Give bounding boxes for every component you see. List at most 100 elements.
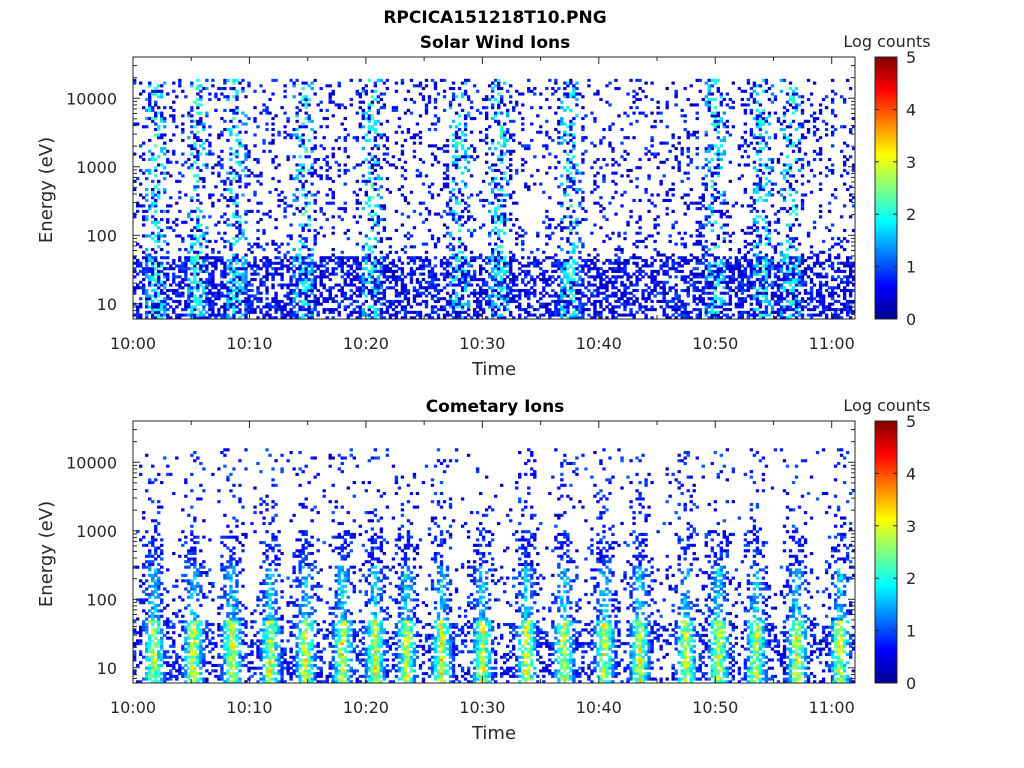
spectrogram-cell bbox=[442, 308, 447, 312]
spectrogram-cell bbox=[554, 89, 558, 93]
spectrogram-cell bbox=[337, 106, 341, 110]
spectrogram-cell bbox=[704, 103, 708, 107]
spectrogram-cell bbox=[704, 95, 708, 99]
spectrogram-cell bbox=[445, 291, 450, 295]
spectrogram-cell bbox=[223, 220, 227, 224]
spectrogram-cell bbox=[494, 272, 498, 276]
spectrogram-cell bbox=[575, 245, 579, 249]
spectrogram-cell bbox=[325, 163, 329, 167]
spectrogram-cell bbox=[379, 269, 384, 273]
spectrogram-cell bbox=[346, 256, 350, 260]
spectrogram-cell bbox=[442, 223, 447, 227]
spectrogram-cell bbox=[169, 297, 173, 301]
spectrogram-cell bbox=[304, 269, 308, 273]
spectrogram-cell bbox=[295, 294, 299, 298]
spectrogram-cell bbox=[719, 166, 723, 170]
spectrogram-cell bbox=[367, 269, 372, 273]
spectrogram-cell bbox=[355, 111, 359, 115]
spectrogram-cell bbox=[346, 264, 350, 268]
spectrogram-cell bbox=[412, 269, 417, 273]
spectrogram-cell bbox=[142, 152, 146, 156]
spectrogram-cell bbox=[596, 253, 600, 257]
spectrogram-cell bbox=[391, 302, 396, 306]
spectrogram-cell bbox=[451, 177, 456, 181]
spectrogram-cell bbox=[581, 171, 585, 175]
spectrogram-cell bbox=[671, 286, 675, 290]
spectrogram-cell bbox=[509, 168, 513, 172]
spectrogram-cell bbox=[466, 305, 471, 309]
spectrogram-cell bbox=[536, 248, 540, 252]
spectrogram-cell bbox=[689, 253, 693, 257]
spectrogram-cell bbox=[593, 256, 597, 260]
spectrogram-cell bbox=[713, 117, 717, 121]
spectrogram-cell bbox=[304, 297, 308, 301]
spectrogram-cell bbox=[157, 275, 161, 279]
spectrogram-cell bbox=[286, 286, 290, 290]
spectrogram-cell bbox=[509, 299, 513, 303]
spectrogram-cell bbox=[566, 280, 570, 284]
spectrogram-cell bbox=[421, 242, 426, 246]
spectrogram-cell bbox=[701, 245, 705, 249]
spectrogram-cell bbox=[193, 299, 197, 303]
spectrogram-cell bbox=[713, 188, 717, 192]
spectrogram-cell bbox=[614, 299, 618, 303]
spectrogram-cell bbox=[713, 278, 717, 282]
spectrogram-cell bbox=[442, 278, 447, 282]
spectrogram-cell bbox=[166, 209, 170, 213]
spectrogram-cell bbox=[235, 204, 239, 208]
spectrogram-cell bbox=[244, 272, 248, 276]
spectrogram-cell bbox=[139, 92, 143, 96]
spectrogram-cell bbox=[199, 89, 203, 93]
spectrogram-cell bbox=[487, 299, 492, 303]
spectrogram-cell bbox=[292, 258, 296, 263]
spectrogram-cell bbox=[545, 144, 549, 148]
spectrogram-cell bbox=[710, 283, 714, 287]
spectrogram-cell bbox=[280, 242, 284, 246]
spectrogram-cell bbox=[635, 106, 639, 110]
spectrogram-cell bbox=[460, 209, 465, 213]
spectrogram-cell bbox=[710, 286, 714, 290]
spectrogram-cell bbox=[355, 193, 359, 197]
spectrogram-cell bbox=[220, 275, 224, 279]
spectrogram-cell bbox=[310, 280, 314, 284]
spectrogram-cell bbox=[196, 223, 200, 227]
spectrogram-cell bbox=[223, 212, 227, 216]
spectrogram-cell bbox=[307, 299, 311, 303]
spectrogram-cell bbox=[313, 278, 317, 282]
spectrogram-cell bbox=[301, 138, 305, 142]
spectrogram-cell bbox=[217, 155, 221, 159]
spectrogram-cell bbox=[205, 226, 209, 230]
spectrogram-cell bbox=[151, 237, 155, 241]
spectrogram-cell bbox=[442, 286, 447, 290]
spectrogram-cell bbox=[322, 283, 326, 287]
spectrogram-cell bbox=[376, 231, 381, 235]
spectrogram-cell bbox=[394, 89, 399, 93]
spectrogram-cell bbox=[394, 316, 399, 320]
spectrogram-cell bbox=[484, 133, 489, 137]
spectrogram-cell bbox=[364, 286, 368, 290]
spectrogram-cell bbox=[436, 117, 441, 121]
spectrogram-cell bbox=[199, 297, 203, 301]
spectrogram-cell bbox=[490, 81, 495, 85]
spectrogram-cell bbox=[289, 133, 293, 137]
spectrogram-cell bbox=[713, 299, 717, 303]
spectrogram-cell bbox=[244, 308, 248, 312]
spectrogram-cell bbox=[683, 302, 687, 306]
spectrogram-cell bbox=[247, 174, 251, 178]
spectrogram-cell bbox=[472, 269, 477, 273]
spectrogram-cell bbox=[253, 258, 257, 263]
spectrogram-cell bbox=[241, 286, 245, 290]
spectrogram-cell bbox=[292, 275, 296, 279]
spectrogram-cell bbox=[298, 305, 302, 309]
spectrogram-cell bbox=[403, 288, 408, 293]
spectrogram-cell bbox=[665, 264, 669, 268]
spectrogram-cell bbox=[190, 286, 194, 290]
spectrogram-cell bbox=[620, 250, 624, 254]
spectrogram-cell bbox=[515, 294, 519, 298]
spectrogram-cell bbox=[313, 237, 317, 241]
spectrogram-cell bbox=[572, 283, 576, 287]
spectrogram-cell bbox=[220, 193, 224, 197]
spectrogram-cell bbox=[265, 297, 269, 301]
spectrogram-cell bbox=[566, 95, 570, 99]
spectrogram-cell bbox=[602, 297, 606, 301]
